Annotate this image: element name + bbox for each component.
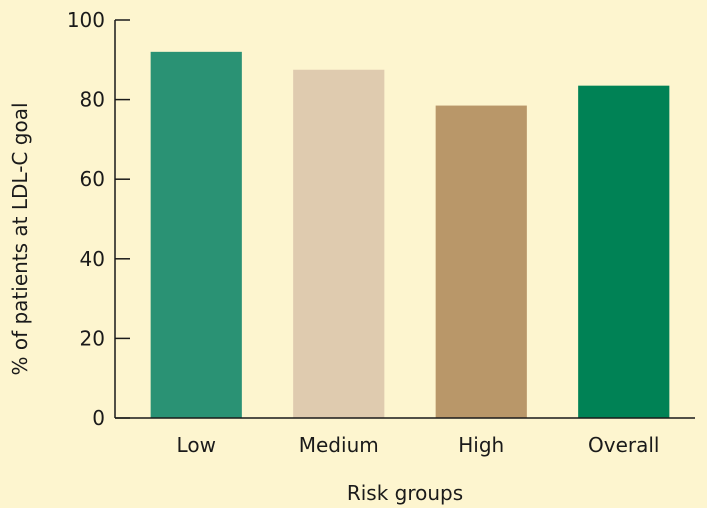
y-tick-label: 20 bbox=[80, 326, 105, 350]
bar-overall bbox=[578, 85, 670, 419]
x-tick-label-high: High bbox=[458, 433, 504, 457]
x-tick-label-medium: Medium bbox=[299, 433, 379, 457]
y-tick-label: 0 bbox=[92, 406, 105, 430]
bars-group bbox=[150, 51, 670, 419]
x-tick-label-overall: Overall bbox=[588, 433, 659, 457]
y-tick-label: 100 bbox=[67, 8, 105, 32]
y-axis-title: % of patients at LDL-C goal bbox=[8, 102, 32, 375]
bar-medium bbox=[293, 69, 385, 418]
x-ticks-group: Low Medium High Overall bbox=[177, 433, 660, 457]
x-tick-label-low: Low bbox=[177, 433, 216, 457]
bar-low bbox=[150, 51, 242, 419]
x-axis-title: Risk groups bbox=[347, 481, 463, 505]
y-tick-label: 60 bbox=[80, 167, 105, 191]
y-tick-label: 80 bbox=[80, 88, 105, 112]
y-ticks-group: 0 20 40 60 80 100 bbox=[67, 8, 130, 430]
bar-high bbox=[435, 105, 527, 418]
y-tick-label: 40 bbox=[80, 247, 105, 271]
